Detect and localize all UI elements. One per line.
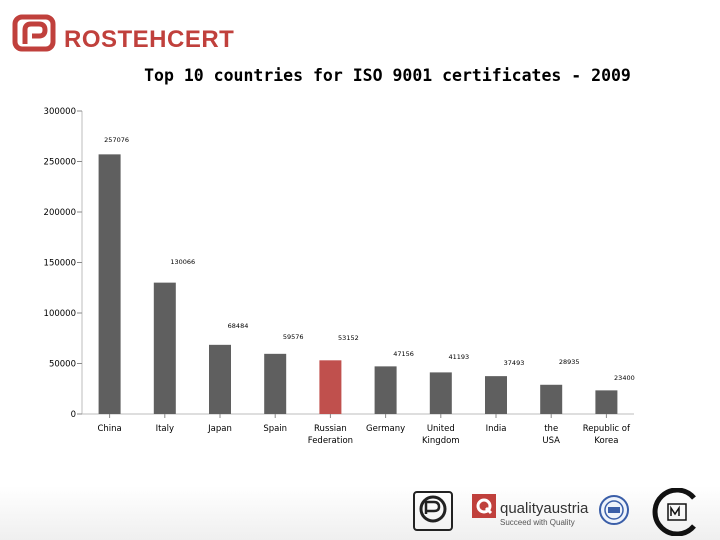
x-tick-label: India <box>486 424 507 434</box>
bar <box>595 390 618 414</box>
bar-value-label: 41193 <box>448 353 469 361</box>
round-certification-seal-icon <box>599 495 629 525</box>
y-tick-label: 200000 <box>44 208 76 218</box>
bar <box>209 344 231 414</box>
y-tick-label: 300000 <box>44 107 76 117</box>
x-tick-label: Italy <box>156 424 174 434</box>
chart-title: Top 10 countries for ISO 9001 certificat… <box>144 66 631 85</box>
bar <box>485 376 507 414</box>
x-tick-label: Spain <box>263 424 287 434</box>
x-tick-label: Republic of Korea <box>583 424 631 446</box>
bar-value-label: 37493 <box>504 359 525 367</box>
bar-value-label: 53152 <box>338 334 359 342</box>
bar <box>429 372 452 414</box>
bar-value-label: 68484 <box>228 322 249 330</box>
brand-name: ROSTEHCERT <box>64 26 235 53</box>
y-tick-label: 250000 <box>44 158 76 168</box>
chart-bars <box>98 154 618 414</box>
x-tick-label: China <box>97 424 121 434</box>
rst-certification-mark-icon <box>413 491 453 531</box>
rostehcert-logo <box>12 14 232 54</box>
x-tick-label: Japan <box>207 424 232 434</box>
bar <box>540 384 563 414</box>
quality-austria-tagline: Succeed with Quality <box>500 518 575 527</box>
bar-value-label: 47156 <box>393 350 414 358</box>
chart-data-labels: 257076 130066 68484 59576 53152 47156 41193 374… <box>104 136 635 382</box>
y-tick-label: 0 <box>71 410 76 420</box>
bar-value-label: 130066 <box>170 258 195 266</box>
chart-x-ticks: China Italy Japan Spain Russian Federation Ger… <box>97 414 631 446</box>
bar-chart: 0 50000 100000 150000 200000 250000 300000 257… <box>44 107 635 446</box>
rostehcert-emblem-icon <box>12 14 56 52</box>
bar <box>153 282 176 414</box>
bar <box>264 353 287 414</box>
bar-value-label: 257076 <box>104 136 129 144</box>
bar-value-label: 28935 <box>559 358 580 366</box>
quality-austria-logo-icon <box>472 494 496 518</box>
bar <box>374 366 397 414</box>
y-tick-label: 50000 <box>49 360 76 370</box>
c-certification-logo-icon <box>652 488 696 536</box>
x-tick-label: Russian Federation <box>308 424 353 446</box>
quality-austria-name: qualityaustria <box>500 500 589 517</box>
bar-value-label: 23400 <box>614 374 635 382</box>
bar <box>319 360 342 414</box>
bar <box>98 154 121 414</box>
y-tick-label: 100000 <box>44 309 76 319</box>
bar-value-label: 59576 <box>283 333 304 341</box>
y-tick-label: 150000 <box>44 259 76 269</box>
x-tick-label: Germany <box>366 424 405 434</box>
x-tick-label: the USA <box>542 424 560 446</box>
x-tick-label: United Kingdom <box>422 424 460 446</box>
